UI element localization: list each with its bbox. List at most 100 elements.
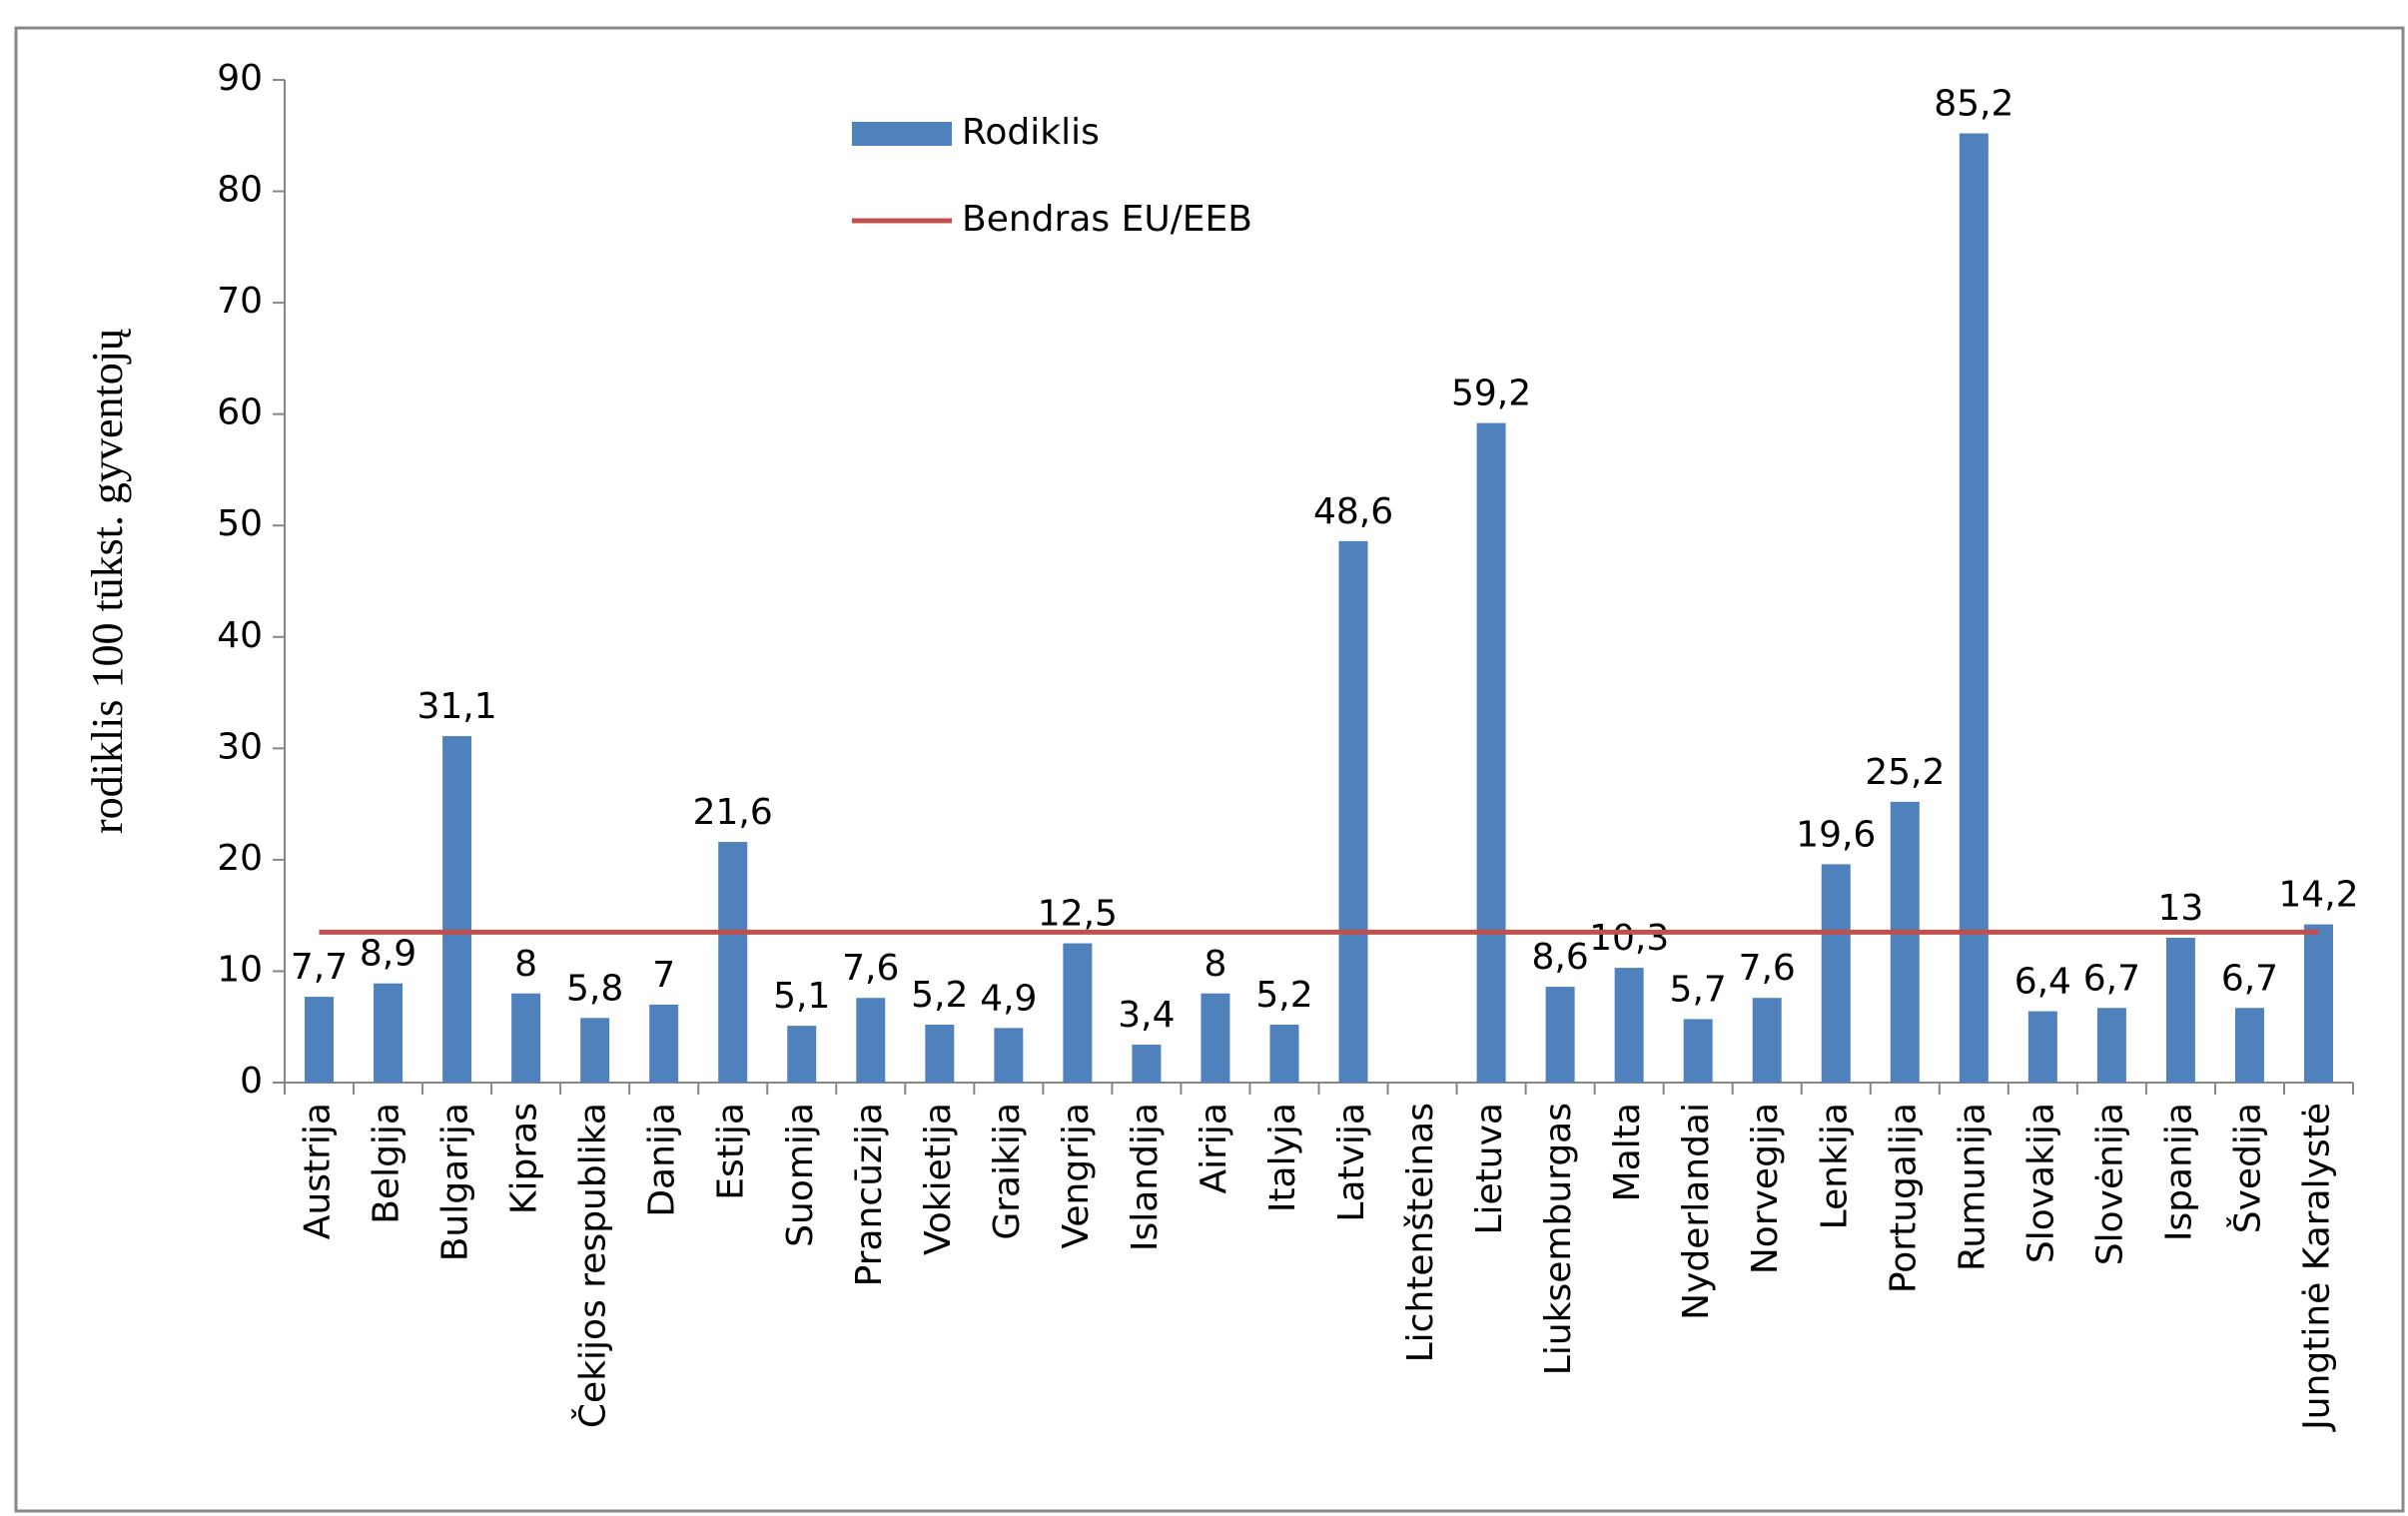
legend-swatch xyxy=(852,122,952,146)
y-tick-label: 0 xyxy=(240,1061,263,1102)
legend-label: Rodiklis xyxy=(962,112,1100,153)
x-tick-label: Latvija xyxy=(1331,1103,1372,1222)
x-tick-label: Vokietija xyxy=(918,1103,959,1255)
x-tick-label: Italyja xyxy=(1262,1103,1303,1212)
x-tick-label: Švedija xyxy=(2226,1103,2268,1233)
bar xyxy=(856,998,886,1083)
x-tick-label: Portugalija xyxy=(1883,1103,1924,1293)
bar xyxy=(1683,1019,1713,1083)
bar xyxy=(1614,968,1644,1083)
bar xyxy=(1959,133,1989,1084)
value-label: 6,7 xyxy=(2221,958,2278,999)
y-tick-label: 60 xyxy=(217,392,263,433)
value-label: 5,2 xyxy=(911,975,968,1016)
value-label: 5,8 xyxy=(566,968,623,1009)
value-label: 7,7 xyxy=(291,947,348,988)
x-tick-label: Slovakija xyxy=(2020,1103,2061,1263)
x-tick-label: Danija xyxy=(642,1103,683,1217)
x-tick-label: Kipras xyxy=(504,1103,545,1214)
bar xyxy=(649,1004,679,1083)
x-tick-label: Ispanija xyxy=(2158,1103,2199,1241)
x-tick-label: Malta xyxy=(1607,1103,1648,1201)
x-tick-label: Graikija xyxy=(987,1103,1028,1240)
value-label: 3,4 xyxy=(1118,995,1175,1036)
x-tick-label: Islandija xyxy=(1125,1103,1166,1251)
value-label: 5,7 xyxy=(1670,969,1727,1010)
value-label: 8 xyxy=(514,944,537,985)
chart-frame xyxy=(14,26,2405,1513)
x-tick-label: Slovėnija xyxy=(2089,1103,2130,1265)
value-label: 48,6 xyxy=(1313,491,1393,532)
x-tick-label: Jungtinė Karalystė xyxy=(2296,1103,2337,1432)
bar xyxy=(1476,422,1506,1083)
bar xyxy=(2303,924,2333,1083)
bar xyxy=(2234,1008,2264,1083)
x-tick-label: Austrija xyxy=(298,1103,339,1239)
x-tick-label: Liuksemburgas xyxy=(1538,1103,1579,1375)
bar xyxy=(2096,1008,2126,1083)
value-label: 19,6 xyxy=(1796,814,1876,855)
bar xyxy=(1338,540,1368,1083)
bar xyxy=(1821,864,1851,1083)
value-label: 8,9 xyxy=(360,934,416,975)
y-tick-label: 20 xyxy=(217,838,263,879)
value-label: 12,5 xyxy=(1038,894,1118,935)
x-tick-label: Rumunija xyxy=(1952,1103,1993,1271)
x-tick-label: Suomija xyxy=(780,1103,821,1247)
x-tick-label: Norvegija xyxy=(1745,1103,1786,1274)
bar xyxy=(511,993,541,1083)
y-tick-label: 10 xyxy=(217,949,263,990)
value-label: 21,6 xyxy=(693,792,773,833)
bar xyxy=(2165,937,2195,1083)
bar xyxy=(305,997,335,1083)
value-label: 10,3 xyxy=(1589,918,1669,959)
x-tick-label: Vengrija xyxy=(1056,1103,1097,1249)
value-label: 14,2 xyxy=(2278,875,2358,916)
value-label: 7,6 xyxy=(1739,948,1796,989)
value-label: 8 xyxy=(1204,944,1226,985)
value-label: 59,2 xyxy=(1451,374,1531,414)
bar xyxy=(1132,1045,1162,1083)
value-label: 5,2 xyxy=(1255,975,1312,1016)
bar xyxy=(718,842,748,1083)
x-tick-label: Lichtenšteinas xyxy=(1400,1103,1441,1362)
bar xyxy=(1201,993,1230,1083)
bar xyxy=(2027,1011,2057,1083)
legend-label: Bendras EU/EEB xyxy=(962,199,1252,240)
x-tick-label: Lenkija xyxy=(1814,1103,1855,1229)
bar xyxy=(1890,801,1920,1083)
bar xyxy=(580,1018,610,1083)
bar xyxy=(442,736,472,1083)
bar xyxy=(787,1026,817,1083)
bar xyxy=(1269,1024,1299,1083)
bar xyxy=(374,983,403,1083)
y-axis-title: rodiklis 100 tūkst. gyventojų xyxy=(83,328,132,834)
y-tick-label: 70 xyxy=(217,281,263,322)
bar xyxy=(994,1028,1024,1083)
bar xyxy=(1063,943,1093,1083)
y-tick-label: 50 xyxy=(217,503,263,544)
y-tick-label: 80 xyxy=(217,170,263,211)
value-label: 4,9 xyxy=(980,978,1037,1019)
value-label: 7 xyxy=(652,955,675,996)
value-label: 6,4 xyxy=(2014,962,2071,1003)
value-label: 25,2 xyxy=(1865,752,1945,793)
x-tick-label: Lietuva xyxy=(1469,1103,1510,1235)
value-label: 5,1 xyxy=(773,976,830,1017)
x-tick-label: Bulgarija xyxy=(435,1103,476,1261)
x-tick-label: Prancūzija xyxy=(849,1103,890,1286)
x-tick-label: Čekijos respublika xyxy=(572,1103,614,1428)
value-label: 13 xyxy=(2158,888,2204,929)
value-label: 8,6 xyxy=(1531,937,1588,978)
bar xyxy=(1545,987,1575,1083)
x-tick-label: Nyderlandai xyxy=(1676,1103,1717,1320)
bar xyxy=(925,1024,955,1083)
bar xyxy=(1752,998,1782,1083)
x-tick-label: Airija xyxy=(1194,1103,1234,1194)
y-tick-label: 90 xyxy=(217,58,263,99)
value-label: 6,7 xyxy=(2083,958,2140,999)
value-label: 31,1 xyxy=(417,686,497,727)
y-tick-label: 30 xyxy=(217,726,263,767)
x-tick-label: Estija xyxy=(711,1103,752,1200)
